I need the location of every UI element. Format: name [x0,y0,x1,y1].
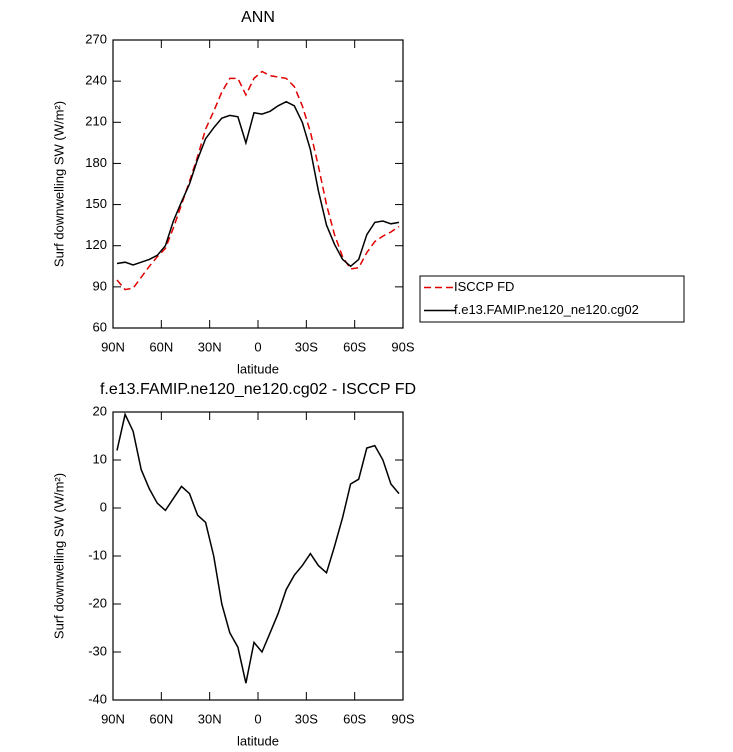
y-tick-label: -40 [88,691,107,706]
x-tick-label: 60N [149,339,173,354]
y-tick-label: 20 [93,403,107,418]
x-tick-label: 30S [295,711,318,726]
plot-frame [112,39,404,329]
x-tick-label: 60S [343,339,366,354]
y-tick-label: 270 [85,31,107,46]
x-tick-label: 60N [149,711,173,726]
x-tick-label: 90S [391,711,414,726]
plot-frame [112,411,404,701]
x-tick-label: 30S [295,339,318,354]
legend-box [419,275,685,323]
y-axis-label: Surf downwelling SW (W/m²) [51,101,66,267]
chart-title: ANN [241,9,275,26]
x-tick-label: 0 [254,711,261,726]
x-tick-label: 90S [391,339,414,354]
y-tick-label: 150 [85,196,107,211]
chart-title: f.e13.FAMIP.ne120_ne120.cg02 - ISCCP FD [100,381,416,398]
data-line [116,70,400,291]
y-tick-label: 120 [85,237,107,252]
data-line [116,100,400,268]
y-tick-label: 10 [93,451,107,466]
y-tick-label: -20 [88,595,107,610]
data-line [116,412,400,684]
x-tick-label: 0 [254,339,261,354]
x-tick-label: 90N [101,711,125,726]
y-axis-label: Surf downwelling SW (W/m²) [51,473,66,639]
y-tick-label: -30 [88,643,107,658]
y-tick-label: 90 [93,278,107,293]
x-axis-label: latitude [237,733,279,748]
legend-label: ISCCP FD [454,279,514,294]
x-tick-label: 30N [198,711,222,726]
y-tick-label: -10 [88,547,107,562]
y-tick-label: 210 [85,114,107,129]
y-tick-label: 0 [100,499,107,514]
x-tick-label: 30N [198,339,222,354]
x-tick-label: 90N [101,339,125,354]
x-tick-label: 60S [343,711,366,726]
y-tick-label: 240 [85,73,107,88]
x-axis-label: latitude [237,361,279,376]
legend-label: f.e13.FAMIP.ne120_ne120.cg02 [454,302,639,317]
y-tick-label: 180 [85,155,107,170]
y-tick-label: 60 [93,319,107,334]
